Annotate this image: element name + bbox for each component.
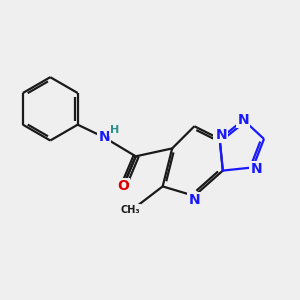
Text: N: N <box>250 162 262 176</box>
Text: CH₃: CH₃ <box>120 205 140 215</box>
Text: O: O <box>117 179 129 194</box>
Text: N: N <box>188 193 200 207</box>
Text: H: H <box>110 125 119 135</box>
Text: N: N <box>215 128 227 142</box>
Text: N: N <box>98 130 110 144</box>
Text: N: N <box>214 128 226 142</box>
Text: N: N <box>238 113 249 127</box>
